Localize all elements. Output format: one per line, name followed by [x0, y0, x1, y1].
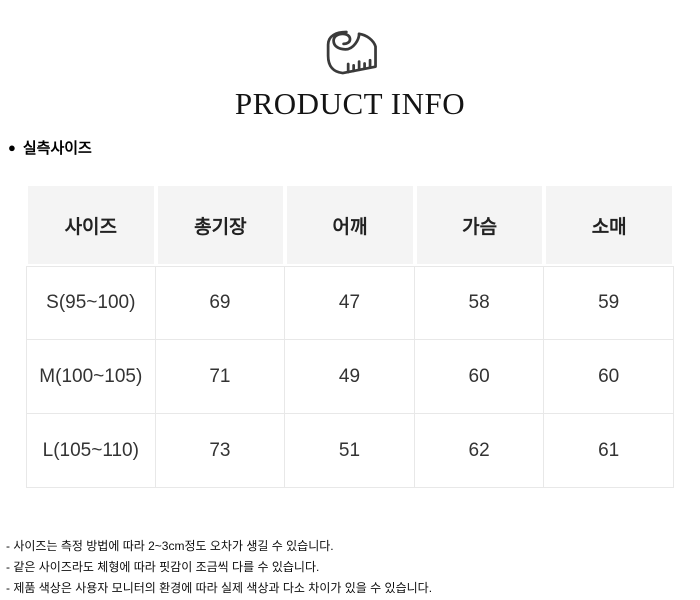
table-row-l: L(105~110) 73 51 62 61	[26, 414, 674, 488]
col-header-sleeve: 소매	[544, 184, 674, 266]
size-table-header-row: 사이즈 총기장 어깨 가슴 소매	[26, 184, 674, 266]
col-header-length: 총기장	[155, 184, 286, 266]
measuring-tape-icon	[0, 0, 700, 80]
cell-shoulder: 51	[285, 414, 415, 488]
cell-shoulder: 47	[285, 266, 415, 340]
cell-sleeve: 61	[544, 414, 674, 488]
col-header-size: 사이즈	[26, 184, 156, 266]
page-title: PRODUCT INFO	[234, 86, 466, 121]
cell-size: L(105~110)	[26, 414, 156, 488]
note-line: - 제품 색상은 사용자 모니터의 환경에 따라 실제 색상과 다소 차이가 있…	[6, 581, 433, 595]
cell-length: 71	[155, 340, 286, 414]
cell-size: M(100~105)	[26, 340, 156, 414]
cell-size: S(95~100)	[26, 266, 156, 340]
section-label: ● 실측사이즈	[8, 137, 700, 158]
cell-chest: 58	[414, 266, 545, 340]
col-header-shoulder: 어깨	[285, 184, 415, 266]
table-row-m: M(100~105) 71 49 60 60	[26, 340, 674, 414]
section-label-text: 실측사이즈	[22, 140, 92, 157]
col-header-chest: 가슴	[414, 184, 545, 266]
cell-length: 69	[155, 266, 286, 340]
note-line: - 사이즈는 측정 방법에 따라 2~3cm정도 오차가 생길 수 있습니다.	[6, 539, 334, 553]
cell-shoulder: 49	[285, 340, 415, 414]
note-line: - 같은 사이즈라도 체형에 따라 핏감이 조금씩 다를 수 있습니다.	[6, 560, 320, 574]
size-table: 사이즈 총기장 어깨 가슴 소매 S(95~100) 69 47 58 59 M…	[26, 184, 674, 488]
cell-sleeve: 59	[544, 266, 674, 340]
cell-chest: 60	[414, 340, 545, 414]
notes: - 사이즈는 측정 방법에 따라 2~3cm정도 오차가 생길 수 있습니다. …	[6, 536, 700, 599]
bullet-icon: ●	[8, 140, 16, 155]
cell-sleeve: 60	[544, 340, 674, 414]
cell-length: 73	[155, 414, 286, 488]
table-row-s: S(95~100) 69 47 58 59	[26, 266, 674, 340]
cell-chest: 62	[414, 414, 545, 488]
